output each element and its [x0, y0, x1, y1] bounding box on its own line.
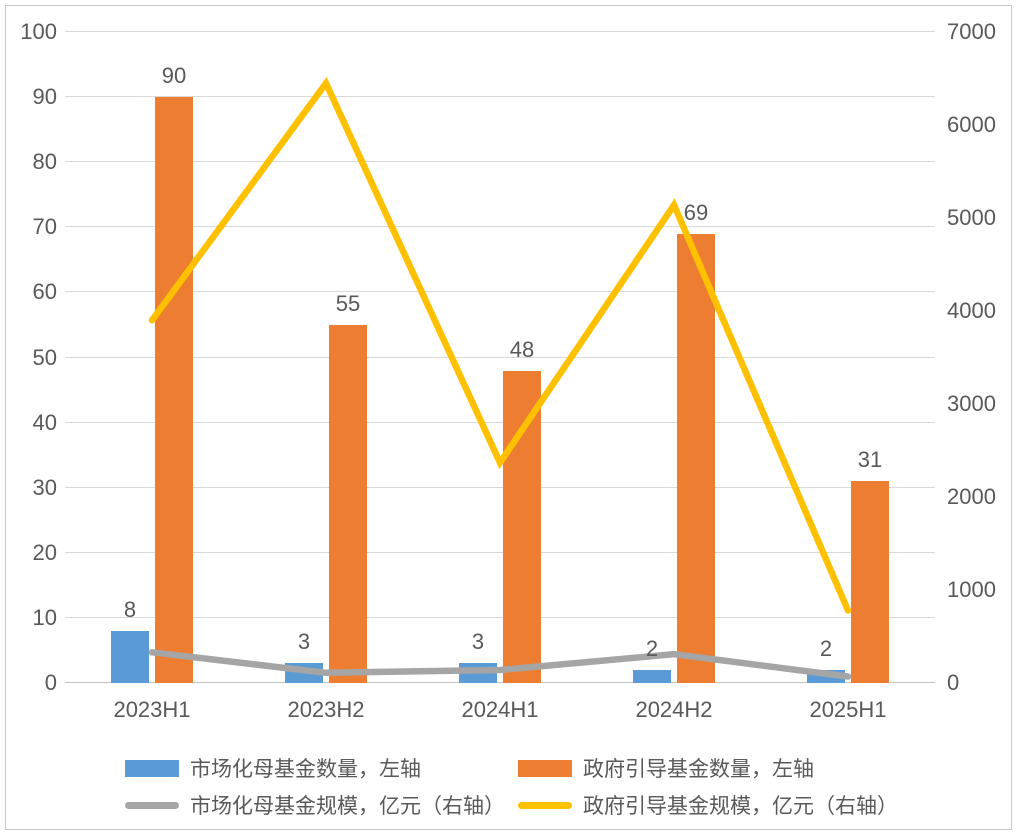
bar-data-label: 3 [471, 629, 485, 655]
bar-data-label: 55 [335, 290, 361, 316]
x-axis-label-2023H2: 2023H2 [287, 697, 365, 722]
bar-orange-2024H2 [677, 233, 715, 683]
left-axis-tick: 70 [32, 214, 57, 240]
gridline [65, 96, 935, 98]
bar-data-label: 2 [819, 635, 833, 661]
x-axis-label-2025H1: 2025H1 [809, 697, 887, 722]
x-axis-label-2023H1: 2023H1 [113, 697, 191, 722]
right-axis-tick: 1000 [947, 577, 996, 602]
line-series [148, 649, 852, 680]
right-axis: 0 1000 2000 3000 4000 5000 6000 7000 [947, 0, 1007, 836]
left-axis-tick: 30 [32, 474, 57, 500]
gridline [65, 356, 935, 358]
gridline [65, 31, 935, 32]
x-axis-label-2024H2: 2024H2 [635, 697, 713, 722]
right-axis-tick: 5000 [947, 205, 996, 230]
bar-blue-2024H2 [633, 669, 671, 683]
left-axis-tick: 100 [20, 19, 57, 44]
right-axis-tick: 3000 [947, 391, 996, 416]
x-axis-label-2024H1: 2024H1 [461, 697, 539, 722]
plot-area: 8 90 3 55 3 48 2 69 2 31 [65, 31, 935, 683]
left-axis-tick: 90 [32, 84, 57, 110]
bar-blue-2023H1 [111, 630, 149, 683]
right-axis-tick: 6000 [947, 112, 996, 137]
gridline [65, 226, 935, 228]
gridline [65, 291, 935, 293]
line-layer [148, 76, 852, 680]
x-axis: 2023H1 2023H2 2024H1 2024H2 2025H1 [65, 697, 935, 724]
bar-data-label: 8 [123, 596, 137, 622]
left-axis-tick: 80 [32, 149, 57, 175]
gridline [65, 421, 935, 423]
left-axis-tick: 60 [32, 279, 57, 305]
bar-orange-2024H1 [503, 370, 541, 683]
right-axis-tick: 7000 [947, 19, 996, 44]
left-axis-tick: 40 [32, 409, 57, 435]
bar-orange-2023H1 [155, 97, 193, 683]
left-axis-tick: 50 [32, 344, 57, 370]
bar-data-label: 2 [645, 635, 659, 661]
gridline [65, 682, 935, 683]
bar-data-label: 48 [509, 336, 535, 362]
right-axis-tick: 0 [947, 670, 960, 695]
right-axis-tick: 4000 [947, 298, 996, 323]
left-axis-tick: 20 [32, 539, 57, 565]
left-axis: 0 10 20 30 40 50 60 70 80 90 100 [0, 0, 57, 836]
line-series [148, 76, 852, 614]
right-axis-tick: 2000 [947, 484, 996, 509]
bar-data-label: 31 [857, 447, 883, 473]
gridline [65, 551, 935, 553]
left-axis-tick: 10 [32, 604, 57, 630]
bar-data-label: 90 [161, 63, 187, 89]
gridline [65, 161, 935, 163]
left-axis-tick: 0 [44, 670, 57, 695]
bar-data-label: 69 [683, 199, 709, 225]
bar-data-label: 3 [297, 629, 311, 655]
gridline [65, 486, 935, 488]
gridline [65, 616, 935, 618]
bar-orange-2025H1 [851, 481, 889, 683]
bar-orange-2023H2 [329, 324, 367, 683]
